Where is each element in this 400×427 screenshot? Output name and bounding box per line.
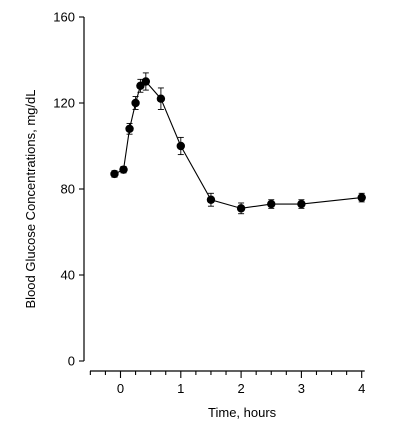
data-point: [119, 165, 128, 174]
y-axis-ticks: 0 40 80 120 160: [53, 10, 84, 369]
y-tick-label: 120: [53, 96, 75, 111]
data-point: [267, 199, 276, 209]
x-tick-label: 0: [117, 381, 124, 396]
data-point: [141, 77, 151, 86]
data-point: [206, 195, 216, 204]
y-tick-label: 0: [68, 354, 75, 369]
y-tick-label: 40: [61, 268, 75, 283]
axes: [83, 17, 365, 372]
x-axis-ticks: 0 1 2 3 4: [89, 371, 365, 396]
x-tick-label: 4: [358, 381, 365, 396]
x-axis-title: Time, hours: [208, 405, 277, 420]
data-point: [110, 169, 119, 179]
y-tick-label: 160: [53, 10, 75, 25]
series-group: [110, 72, 366, 215]
y-axis-title: Blood Glucose Concentrations, mg/dL: [23, 90, 38, 309]
data-point: [236, 204, 246, 213]
series-line: [114, 80, 362, 209]
data-point: [131, 98, 140, 108]
x-tick-label: 2: [237, 381, 244, 396]
data-point: [125, 124, 134, 133]
x-tick-label: 1: [177, 381, 184, 396]
data-point: [176, 141, 185, 151]
data-point: [297, 199, 306, 209]
data-point: [357, 193, 366, 202]
data-point: [156, 94, 166, 103]
x-tick-label: 3: [298, 381, 305, 396]
y-tick-label: 80: [61, 182, 75, 197]
